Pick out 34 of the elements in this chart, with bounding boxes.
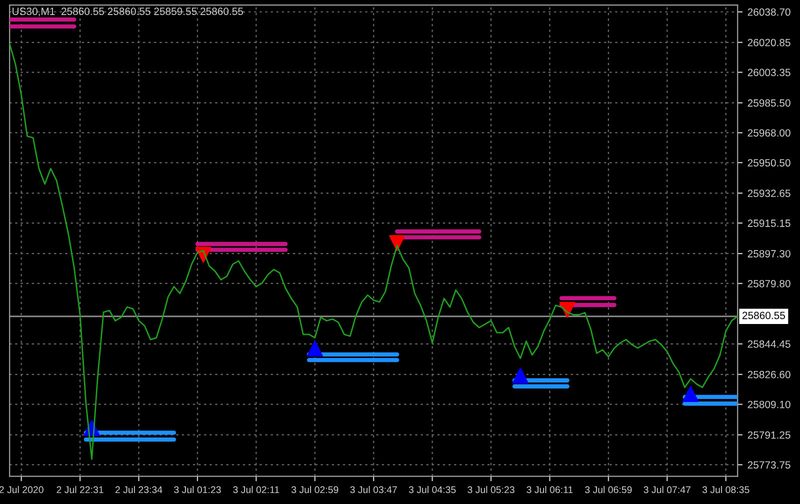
x-tick-label: 2 Jul 23:34 [115,486,162,494]
y-tick-label: 25826.60 [748,370,790,378]
y-tick-label: 26038.70 [748,8,790,16]
point [389,235,406,252]
x-tick-label: 3 Jul 07:47 [644,486,690,494]
y-tick-label: 26003.35 [748,68,790,76]
x-tick-label: 3 Jul 05:23 [468,486,514,494]
ref-line-label: 25860.55 [742,312,785,320]
point [682,386,699,402]
x-tick-label: 2 Jul 22:31 [56,486,104,494]
x-tick-label: 3 Jul 04:35 [408,486,456,494]
y-tick-label: 25844.45 [748,340,790,348]
point [306,340,323,357]
x-tick-label: 3 Jul 06:11 [526,486,573,494]
x-tick-label: 3 Jul 01:23 [174,486,221,494]
y-tick-label: 25968.00 [748,129,790,137]
line-series [10,43,738,460]
y-tick-label: 25985.50 [748,99,790,107]
x-tick-label: 3 Jul 02:11 [233,486,280,494]
point [512,368,528,384]
x-tick-label: 3 Jul 06:59 [585,486,632,494]
y-tick-label: 25791.25 [748,431,790,439]
y-tick-label: 25915.15 [748,220,790,227]
x-tick-label: 3 Jul 08:35 [702,486,750,494]
chart-title: US30,M1 25860.55 25860.55 25859.55 25860.55 [12,8,244,16]
y-tick-label: 25879.80 [748,280,790,288]
y-tick-label: 25773.75 [748,461,790,469]
x-tick-label: 3 Jul 03:47 [350,486,397,494]
y-tick-label: 25809.10 [748,400,790,408]
y-tick-label: 26020.85 [748,38,790,46]
y-tick-label: 25932.65 [748,190,790,198]
y-tick-label: 25950.50 [748,159,790,167]
y-tick-label: 25897.30 [748,250,790,258]
x-tick-label: 3 Jul 02:59 [291,486,338,494]
